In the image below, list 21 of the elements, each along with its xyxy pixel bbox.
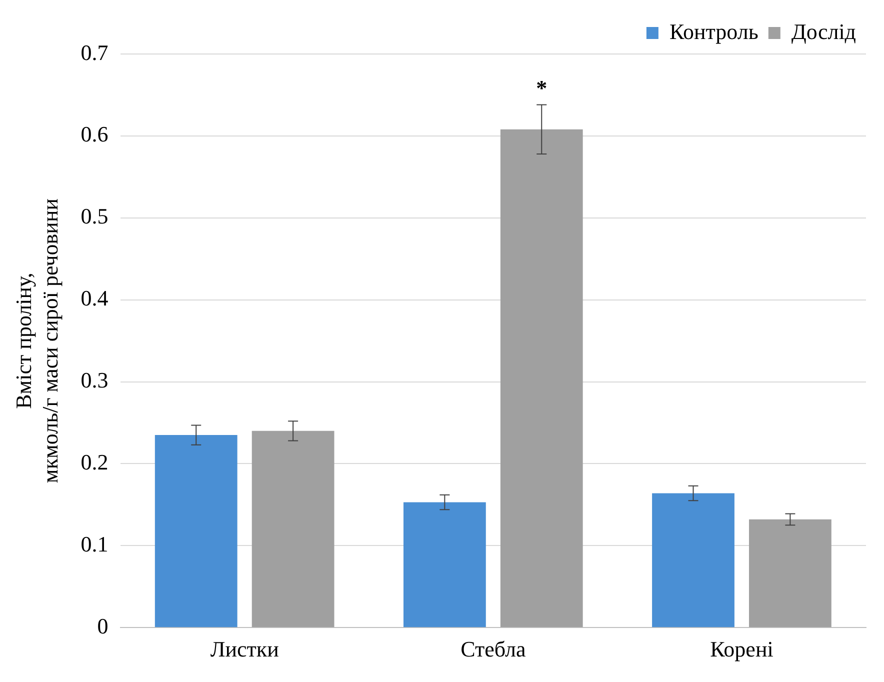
x-tick-label: Стебла [460,636,526,662]
bar [252,430,334,628]
y-tick-label: 0.1 [80,531,108,556]
y-tick-label: 0.4 [80,286,108,311]
x-tick-label: Листки [210,636,280,662]
y-tick-label: 0.2 [80,449,108,474]
x-tick-label: Корені [710,636,774,662]
y-tick-label: 0.6 [80,122,108,147]
y-axis-title: Вміст проліну, мкмоль/г маси сирої речовини [10,198,62,484]
legend-label: Контроль [669,18,758,44]
bar [500,129,583,628]
legend-label: Дослід [791,18,856,44]
bar [403,502,486,628]
annotation: * [536,75,548,100]
y-tick-label: 0.7 [80,40,108,65]
bar [652,493,734,628]
bar [748,519,832,628]
y-tick-label: 0 [97,613,108,638]
y-tick-label: 0.5 [80,204,108,229]
bar [154,435,238,628]
y-tick-label: 0.3 [80,368,108,393]
